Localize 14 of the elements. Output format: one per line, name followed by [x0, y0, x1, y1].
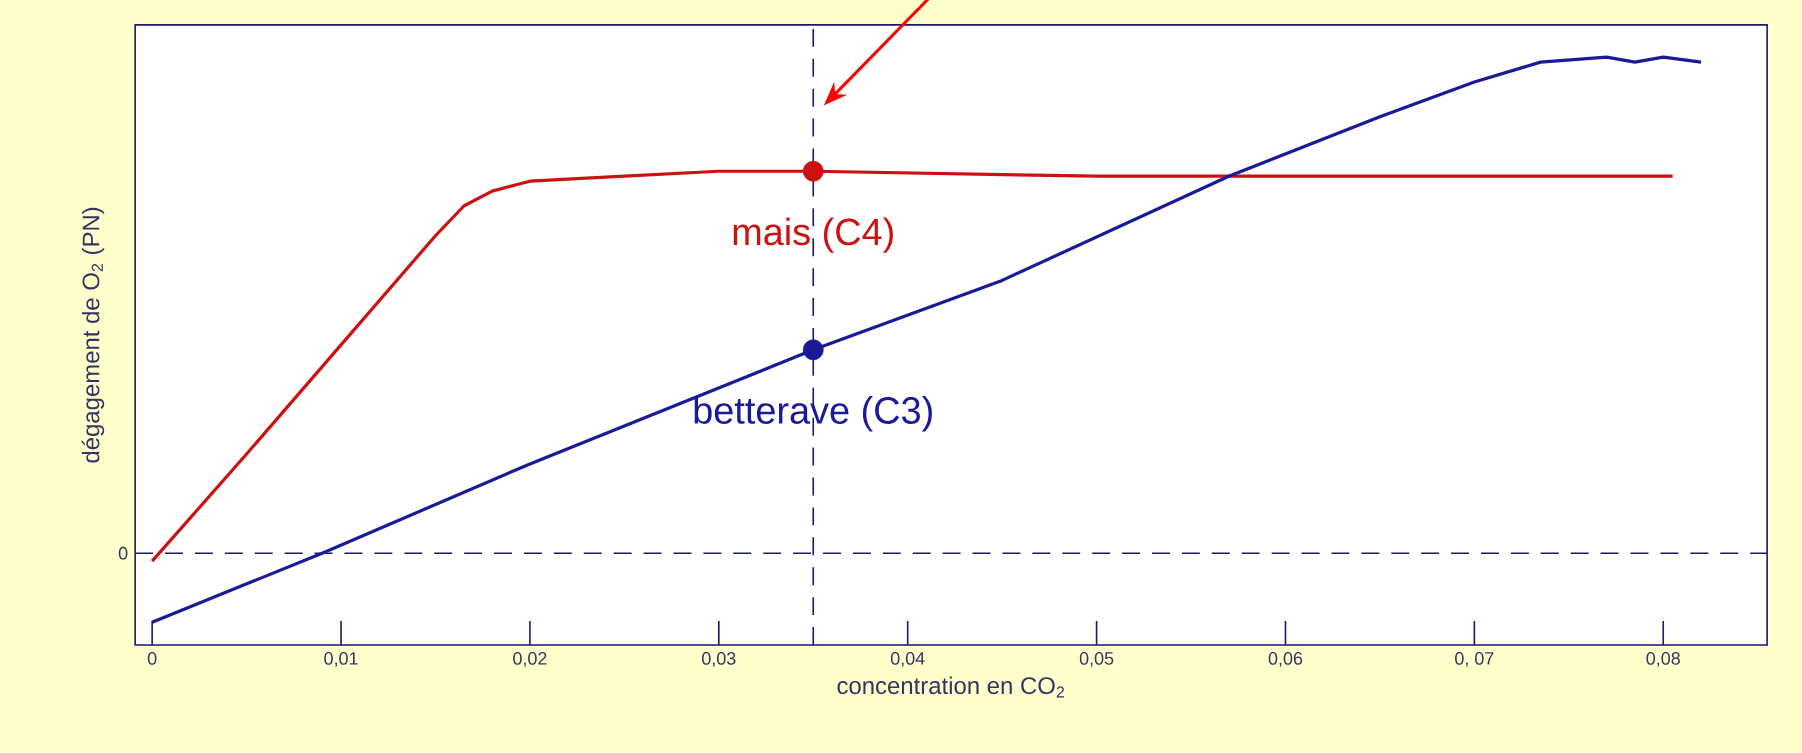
series-label: mais (C4) — [733, 217, 893, 253]
ref-line-label: 0 — [118, 547, 128, 560]
x-tick-label: 0,03 — [702, 652, 736, 668]
x-tick-label: 0, 07 — [1455, 652, 1494, 668]
series-label: betterave (C3) — [694, 396, 932, 432]
x-tick-label: 0,08 — [1646, 652, 1680, 668]
y-axis-title: dégagement de O$_{2}$ (PN) — [81, 208, 105, 463]
x-tick-label: 0,01 — [324, 652, 358, 668]
x-axis-title: concentration en CO$_{2}$ — [837, 676, 1064, 698]
x-tick-label: 0 — [147, 652, 157, 665]
x-tick-label: 0,02 — [513, 652, 547, 668]
x-tick-label: 0,04 — [890, 652, 925, 668]
x-tick-label: 0,06 — [1268, 652, 1303, 668]
x-tick-label: 0,05 — [1079, 652, 1114, 668]
